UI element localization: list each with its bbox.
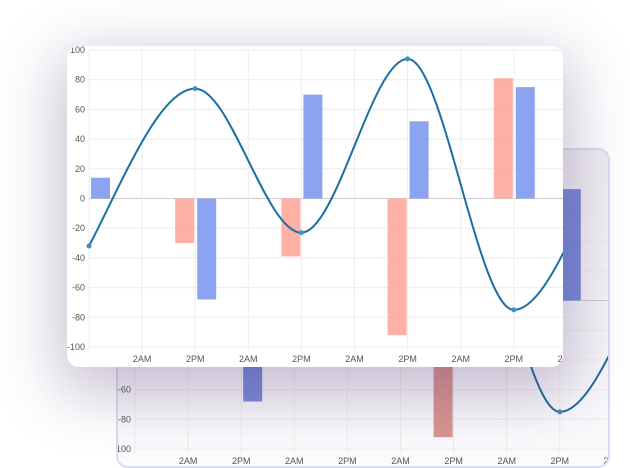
- bar-series-2: [409, 121, 429, 199]
- x-tick-label: 2AM: [239, 354, 258, 364]
- y-tick-label: -80: [72, 312, 85, 322]
- y-tick-label: 80: [75, 75, 85, 85]
- x-tick-label: 2AM: [391, 456, 410, 466]
- y-tick-label: 40: [75, 134, 85, 144]
- y-tick-label: -60: [118, 385, 131, 395]
- x-tick-label: 2AM: [451, 354, 470, 364]
- x-tick-label: 2PM: [505, 354, 524, 364]
- x-tick-label: 2PM: [398, 354, 417, 364]
- chart: 100 80 60 40 20 0 -20 -40 -60 -80 -100 2AM 2PM 2AM 2PM…: [67, 46, 563, 364]
- y-tick-label: -40: [72, 253, 85, 263]
- line-point: [557, 409, 563, 415]
- line-point: [298, 230, 304, 236]
- bar-series-2: [515, 87, 535, 199]
- y-tick-label: 100: [70, 46, 85, 55]
- x-tick-label: 2PM: [232, 456, 251, 466]
- y-tick-label: -100: [67, 342, 85, 352]
- y-tick-label: 60: [75, 104, 85, 114]
- x-tick-label: 2AM: [285, 456, 304, 466]
- x-tick-label: 2PM: [338, 456, 357, 466]
- y-tick-label: 20: [75, 164, 85, 174]
- line-series: [88, 57, 563, 311]
- x-tick-label: 2PM: [292, 354, 311, 364]
- x-tick-label: 2PM: [444, 456, 463, 466]
- y-tick-label: 0: [80, 194, 85, 204]
- bar-series-2: [91, 177, 110, 199]
- y-tick-label: -20: [72, 223, 85, 233]
- bar-series-2: [303, 94, 323, 199]
- bar-series-1: [175, 198, 195, 244]
- bar-series-1: [387, 198, 407, 336]
- line-point: [405, 56, 411, 62]
- x-tick-label: 2PM: [186, 354, 205, 364]
- x-tick-label: 2AM: [558, 354, 563, 364]
- y-tick-label: -100: [118, 444, 131, 454]
- chart-card: 100 80 60 40 20 0 -20 -40 -60 -80 -100 2AM 2PM 2AM 2PM…: [67, 46, 563, 367]
- x-tick-label: 2AM: [133, 354, 152, 364]
- x-tick-label: 2AM: [179, 456, 198, 466]
- bar-series-1: [493, 78, 513, 199]
- line-point: [86, 243, 92, 249]
- y-tick-label: -80: [118, 414, 131, 424]
- line-point: [192, 86, 198, 92]
- x-tick-label: 2AM: [345, 354, 364, 364]
- line-point: [511, 307, 517, 313]
- x-tick-label: 2PM: [551, 456, 570, 466]
- x-tick-label: 2AM: [497, 456, 516, 466]
- x-tick-label: 2AM: [604, 456, 608, 466]
- y-tick-label: -60: [72, 283, 85, 293]
- bar-series-2: [561, 189, 581, 301]
- bar-series-2: [197, 198, 217, 300]
